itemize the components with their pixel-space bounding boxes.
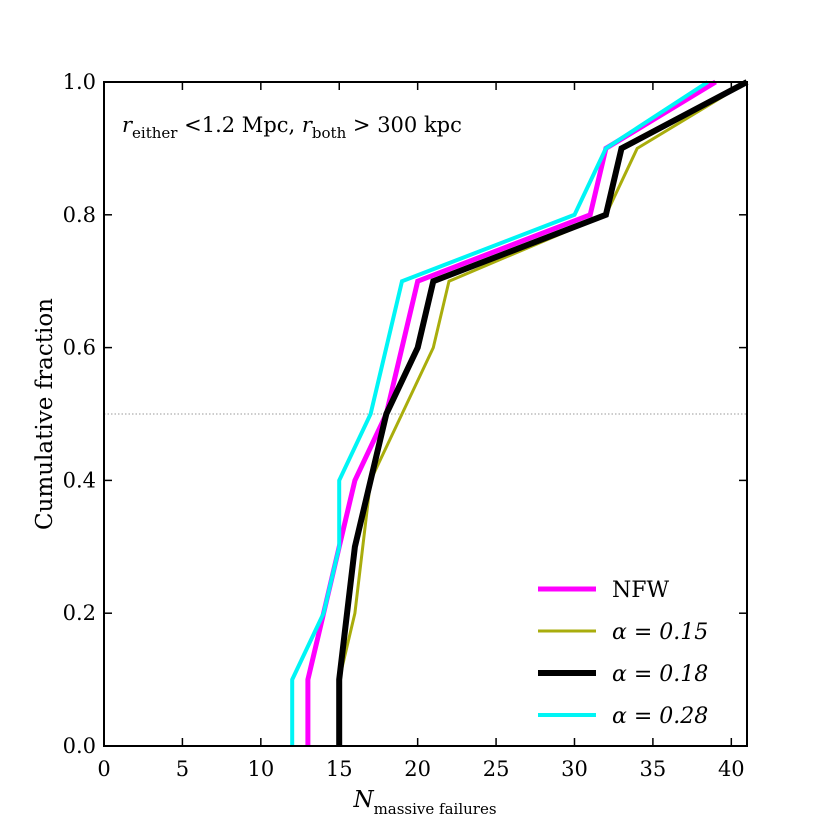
y-tick-label: 0.8: [63, 203, 96, 227]
x-tick-label: 25: [483, 757, 510, 781]
x-tick-label: 0: [97, 757, 110, 781]
series-line-alpha-0-18: [336, 79, 749, 746]
series-layer: [290, 79, 749, 746]
annotation-sub1: either: [132, 124, 178, 142]
series-line-nfw: [305, 79, 717, 746]
y-tick-label: 1.0: [63, 70, 96, 94]
legend-label-alpha-0-15: α = 0.15: [612, 620, 708, 645]
x-axis-label-main: N: [352, 787, 374, 813]
legend-label-alpha-0-18: α = 0.18: [612, 662, 708, 687]
x-axis-label-sub: massive failures: [374, 800, 497, 818]
y-tick-label: 0.0: [63, 734, 96, 758]
plot-frame: [103, 81, 748, 747]
x-tick-label: 40: [718, 757, 745, 781]
x-tick-label: 5: [176, 757, 189, 781]
ticks-layer: 0 5 10 15 20 25 30 35 40 0.0 0.2 0.4 0.6 0.8 1.0: [63, 70, 747, 781]
x-axis-label: Nmassive failures: [352, 787, 496, 818]
y-tick-label: 0.4: [63, 468, 96, 492]
annotation-end: > 300 kpc: [346, 113, 462, 137]
series-line-alpha-0-28: [290, 80, 709, 746]
y-tick-label: 0.2: [63, 601, 96, 625]
annotation-r2: r: [302, 113, 314, 137]
x-tick-label: 30: [561, 757, 588, 781]
legend-label-alpha-0-28: α = 0.28: [612, 704, 708, 729]
annotation-mid: <1.2 Mpc,: [177, 113, 301, 137]
x-tick-label: 20: [404, 757, 431, 781]
series-line-alpha-0-15: [337, 80, 748, 746]
annotation-text: reither <1.2 Mpc, rboth > 300 kpc: [122, 113, 462, 142]
x-tick-label: 35: [640, 757, 667, 781]
y-axis-label: Cumulative fraction: [32, 298, 58, 530]
y-tick-label: 0.6: [63, 336, 96, 360]
annotation-sub2: both: [312, 124, 347, 142]
annotation-r1: r: [122, 113, 134, 137]
legend-label-nfw: NFW: [612, 578, 670, 603]
x-tick-label: 15: [326, 757, 353, 781]
x-tick-label: 10: [247, 757, 274, 781]
legend: NFW α = 0.15 α = 0.18 α = 0.28: [538, 578, 708, 729]
